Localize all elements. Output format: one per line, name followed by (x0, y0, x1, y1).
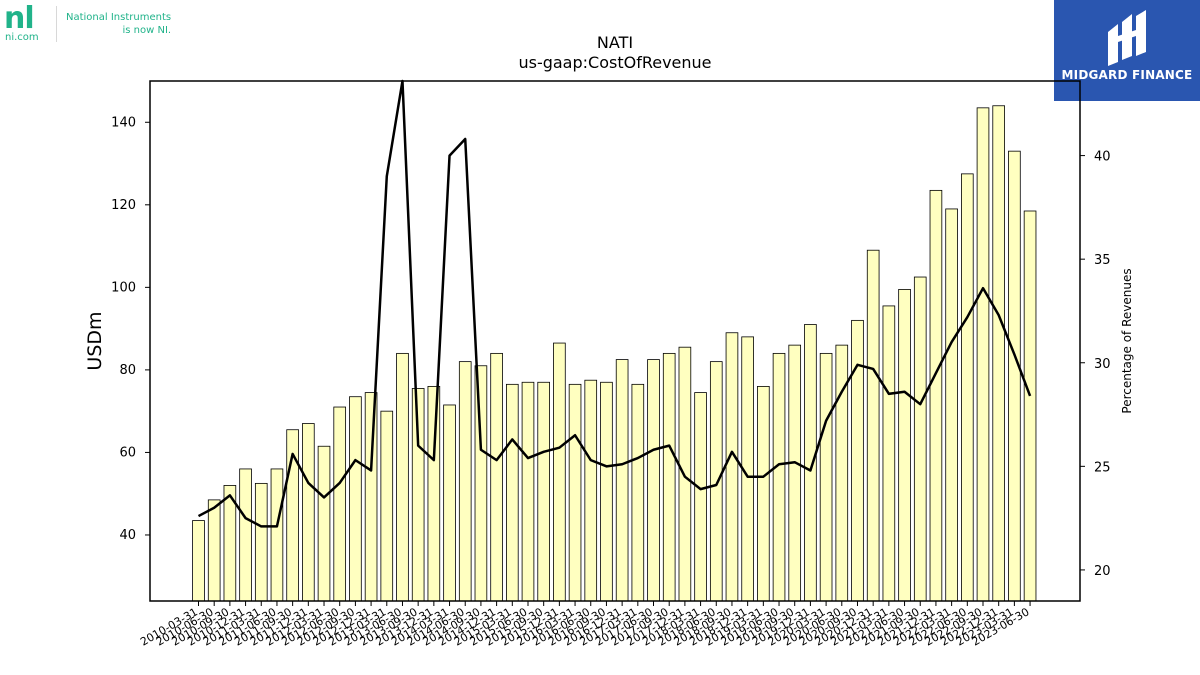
y2-axis-label: Percentage of Revenues (1120, 268, 1134, 413)
left-axis: 40 60 80 100 120 140 (111, 115, 150, 543)
y2-tick-label: 30 (1094, 357, 1111, 372)
bar-2011-03-31 (254, 482, 268, 602)
bar-2018-06-30 (709, 361, 723, 602)
right-axis: 20 25 30 35 40 (1080, 150, 1111, 579)
bar-2015-09-30 (537, 381, 550, 602)
bar-2017-09-30 (662, 352, 676, 602)
y2-tick-label: 20 (1094, 564, 1111, 579)
bar-2012-03-31 (317, 445, 331, 602)
ni-tagline-line2: is now NI. (122, 25, 172, 36)
bar-2012-12-31 (364, 392, 378, 602)
x-axis: 2010-03-312010-06-302010-09-302010-12-31… (138, 601, 1032, 649)
bar-series (192, 105, 1037, 602)
ni-logo[interactable]: nl ni.com National Instruments is now NI… (0, 0, 190, 48)
y2-tick-label: 25 (1094, 460, 1111, 475)
bar-2010-03-31 (192, 520, 205, 602)
y2-tick-label: 35 (1094, 253, 1111, 268)
bar-2011-12-31 (302, 423, 315, 602)
bar-2020-09-30 (851, 319, 864, 602)
bar-2016-09-30 (600, 381, 613, 602)
bar-2016-06-30 (584, 379, 598, 602)
y-tick-label: 120 (111, 198, 136, 213)
bar-2020-12-31 (866, 249, 880, 602)
plot-frame (149, 80, 1081, 602)
bar-2014-03-31 (443, 404, 456, 602)
bar-2021-06-30 (898, 289, 911, 602)
chart-subtitle: us-gaap:CostOfRevenue (518, 53, 711, 72)
bar-2014-09-30 (474, 365, 488, 602)
ni-logo-mark: nl (4, 1, 35, 36)
bar-2013-06-30 (396, 352, 409, 602)
bar-2013-12-31 (427, 385, 441, 602)
bar-2017-03-31 (631, 383, 645, 602)
bar-2023-06-30 (1023, 210, 1037, 602)
bar-2022-03-31 (945, 208, 958, 602)
bar-2021-12-31 (929, 189, 943, 602)
y-tick-label: 100 (111, 280, 136, 295)
bar-2019-09-30 (788, 344, 802, 602)
bar-2021-03-31 (882, 305, 896, 602)
y-axis-label: USDm (84, 311, 106, 370)
y-tick-label: 140 (111, 115, 136, 130)
bar-2022-12-31 (992, 105, 1005, 602)
ni-tagline: National Instruments is now NI. (66, 11, 171, 37)
percentage-line (197, 79, 1032, 528)
bar-2015-12-31 (553, 342, 566, 602)
bar-2010-06-30 (207, 499, 221, 602)
bar-2014-06-30 (458, 361, 472, 602)
y-tick-label: 40 (119, 528, 136, 543)
bar-2019-12-31 (804, 324, 817, 602)
brand-name: MIDGARD FINANCE (1061, 68, 1193, 82)
bar-2018-03-31 (694, 392, 707, 602)
bar-2016-12-31 (615, 359, 629, 602)
bar-2019-06-30 (772, 352, 786, 602)
bar-2015-03-31 (505, 383, 519, 602)
midgard-mark-icon (1108, 10, 1146, 66)
bar-2010-12-31 (239, 468, 252, 602)
bar-2015-06-30 (521, 381, 535, 602)
bar-2016-03-31 (568, 383, 582, 602)
bar-2019-03-31 (757, 385, 770, 602)
logo-divider (56, 6, 57, 42)
bar-2023-03-31 (1008, 150, 1021, 602)
y2-tick-label: 40 (1094, 150, 1111, 165)
brand-logo[interactable]: MIDGARD FINANCE (1054, 0, 1200, 101)
bar-2021-09-30 (913, 276, 927, 602)
bar-2014-12-31 (490, 352, 503, 602)
y-tick-label: 60 (119, 445, 136, 460)
bar-2022-06-30 (961, 173, 974, 602)
bar-2013-03-31 (380, 410, 394, 602)
ni-tagline-line1: National Instruments (66, 12, 172, 23)
bar-2017-06-30 (647, 359, 660, 602)
ni-site-link[interactable]: ni.com (5, 32, 39, 43)
bar-2022-09-30 (976, 107, 990, 602)
chart-title: NATI (597, 33, 633, 52)
bar-2020-03-31 (819, 352, 833, 602)
y-tick-label: 80 (119, 363, 136, 378)
bar-2018-09-30 (725, 332, 739, 602)
bar-2012-09-30 (349, 396, 362, 602)
bar-2012-06-30 (333, 406, 347, 602)
bar-2011-06-30 (270, 468, 284, 602)
